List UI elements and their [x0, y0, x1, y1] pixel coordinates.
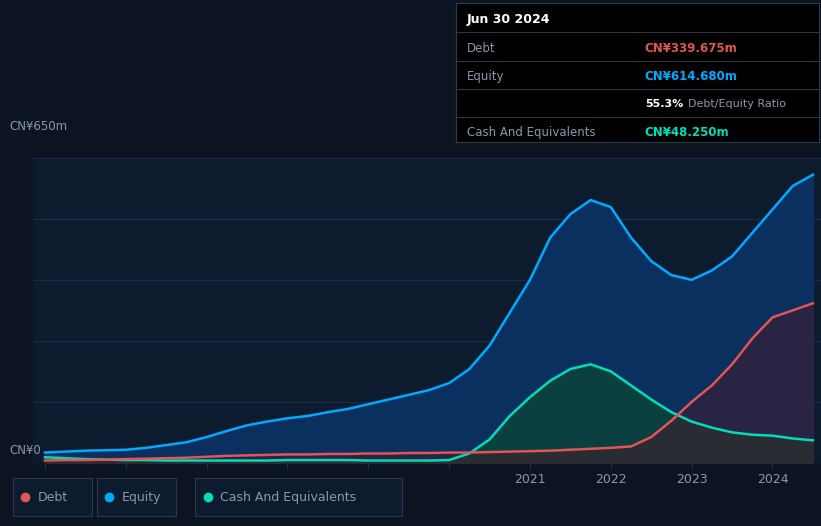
- FancyBboxPatch shape: [97, 478, 176, 516]
- Text: Equity: Equity: [122, 491, 161, 503]
- Text: Debt: Debt: [38, 491, 68, 503]
- Text: Debt/Equity Ratio: Debt/Equity Ratio: [689, 99, 787, 109]
- Text: Cash And Equivalents: Cash And Equivalents: [466, 126, 595, 139]
- Text: CN¥614.680m: CN¥614.680m: [644, 70, 737, 83]
- Text: Equity: Equity: [466, 70, 504, 83]
- Text: Cash And Equivalents: Cash And Equivalents: [220, 491, 356, 503]
- FancyBboxPatch shape: [195, 478, 402, 516]
- Text: CN¥339.675m: CN¥339.675m: [644, 42, 737, 55]
- Text: CN¥48.250m: CN¥48.250m: [644, 126, 729, 139]
- FancyBboxPatch shape: [13, 478, 92, 516]
- Text: 55.3%: 55.3%: [644, 99, 683, 109]
- Text: Jun 30 2024: Jun 30 2024: [466, 13, 550, 26]
- Text: CN¥650m: CN¥650m: [9, 120, 67, 134]
- Text: CN¥0: CN¥0: [9, 444, 41, 457]
- Text: Debt: Debt: [466, 42, 495, 55]
